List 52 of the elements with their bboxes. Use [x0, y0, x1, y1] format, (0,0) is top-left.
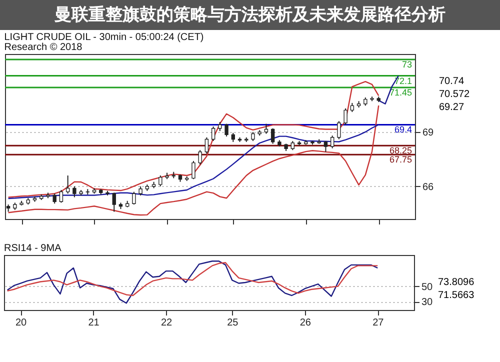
x-tick-label: 27	[372, 318, 384, 328]
text: 70.74	[439, 76, 464, 87]
candlestick	[198, 150, 202, 166]
ref-line-label: 72.1	[394, 76, 412, 86]
text: 70.572	[439, 89, 470, 100]
ref-line-label: 73	[402, 59, 412, 70]
text: 71.5663	[438, 290, 475, 301]
y-tick-label: 66	[422, 182, 434, 193]
text: 曼联重整旗鼓的策略与方法探析及未来发展路径分析	[0, 0, 500, 30]
y-tick-label: 50	[422, 282, 434, 293]
candlestick	[112, 192, 116, 212]
chart-subtitle: Research © 2018	[4, 42, 83, 53]
ref-line-label: 68.25	[389, 146, 412, 156]
text: 69.27	[439, 102, 464, 113]
x-tick-label: 26	[300, 318, 312, 328]
candlestick	[350, 102, 354, 113]
candlestick	[192, 160, 196, 180]
candlestick	[52, 193, 56, 204]
ref-line-label: 69.4	[394, 124, 412, 135]
line-series	[8, 104, 380, 216]
line-series	[6, 260, 378, 304]
candlestick	[218, 121, 222, 132]
candlestick	[344, 108, 348, 126]
candlestick	[132, 191, 136, 205]
candlestick	[59, 189, 64, 204]
x-tick-label: 25	[227, 318, 239, 328]
x-tick-label: 21	[88, 318, 100, 328]
candlestick	[290, 140, 295, 151]
candlestick	[224, 123, 228, 137]
chart-title: LIGHT CRUDE OIL - 30min - 05:00:24 (CET)	[4, 32, 204, 43]
candlestick	[72, 186, 76, 198]
x-tick-label: 22	[160, 318, 173, 328]
ref-line-label: 67.75	[389, 154, 412, 165]
candlestick	[264, 123, 268, 134]
candlestick	[211, 126, 216, 142]
candlestick	[337, 120, 341, 140]
text: 73.8096	[438, 277, 475, 288]
candlestick	[270, 128, 275, 144]
candlestick	[204, 136, 209, 154]
candlestick	[231, 132, 235, 142]
y-tick-label: 30	[422, 297, 434, 308]
x-tick-label: 20	[15, 318, 28, 328]
ref-line-label: 71.45	[389, 88, 412, 98]
candlestick	[158, 174, 162, 187]
candlestick	[324, 140, 328, 152]
candlestick	[330, 135, 334, 149]
candlestick	[251, 131, 255, 142]
candlestick	[66, 174, 70, 194]
y-tick-label: 69	[422, 127, 434, 138]
chart-title: RSI14 - 9MA	[4, 243, 62, 254]
line-series	[6, 262, 378, 296]
candlestick	[138, 186, 142, 196]
